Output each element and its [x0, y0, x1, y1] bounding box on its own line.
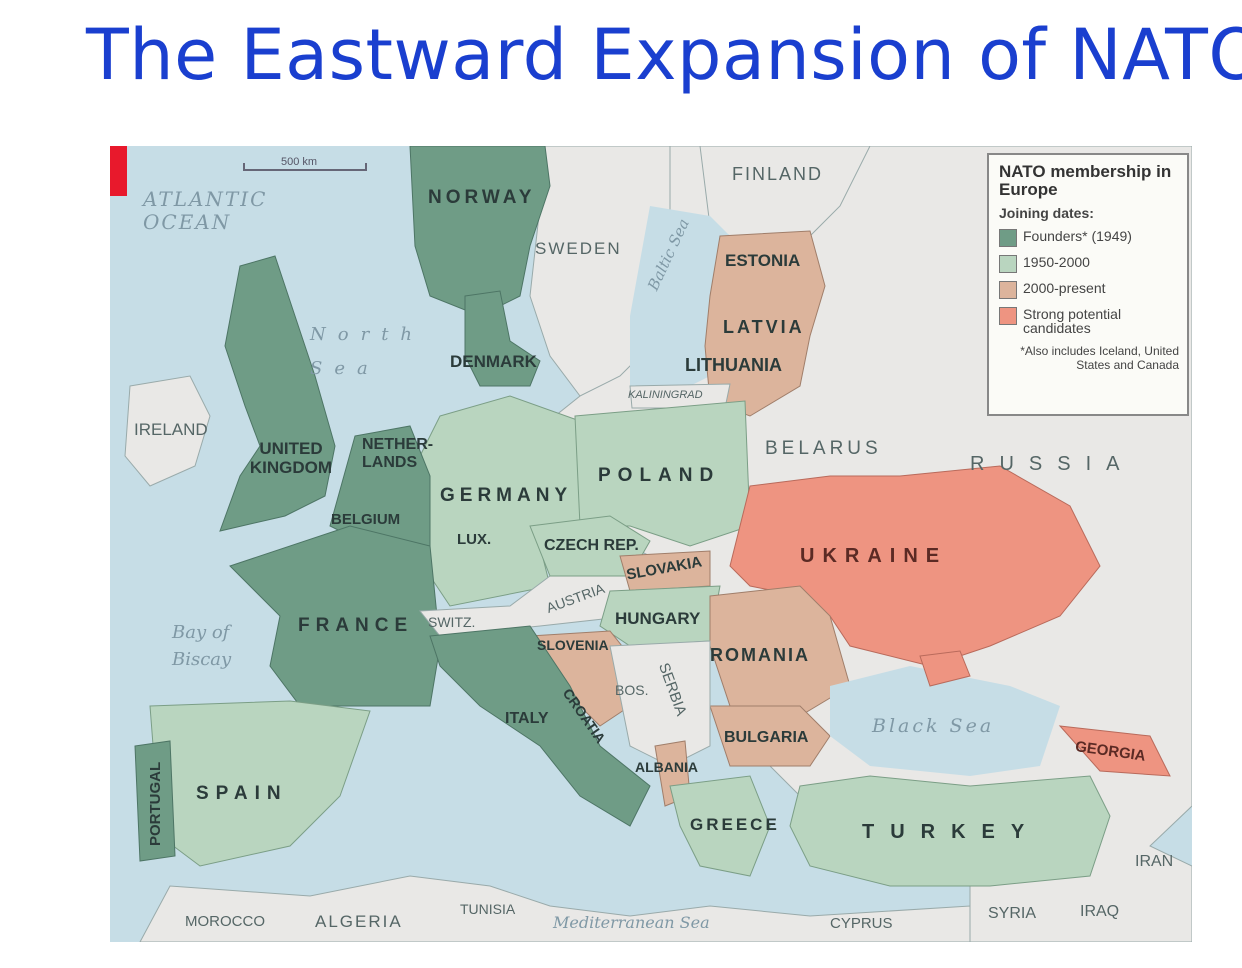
label-iraq: IRAQ — [1080, 903, 1120, 920]
label-syria: SYRIA — [988, 905, 1037, 922]
georgia-shape — [1058, 725, 1171, 777]
ireland-shape — [124, 375, 211, 487]
romania-shape — [709, 585, 851, 717]
slide-title: The Eastward Expansion of NATO — [86, 14, 1242, 96]
scale-tick-right — [365, 163, 367, 171]
africa-land — [139, 875, 971, 942]
legend-item-2000-present: 2000-present — [999, 279, 1179, 299]
label-lithuania: LITHUANIA — [685, 355, 782, 375]
label-iran: IRAN — [1135, 853, 1174, 870]
label-hungary: HUNGARY — [615, 609, 701, 628]
scale-tick-left — [243, 163, 245, 171]
label-poland: POLAND — [598, 465, 721, 486]
black-sea-water — [830, 666, 1060, 776]
uk-shape — [219, 255, 336, 532]
nato-map: 500 km ATLANTIC OCEAN North Sea Baltic S… — [110, 146, 1192, 942]
label-bosnia: BOS. — [615, 682, 649, 698]
label-estonia: ESTONIA — [725, 251, 801, 270]
label-belarus: BELARUS — [765, 438, 882, 459]
label-tunisia: TUNISIA — [460, 901, 516, 917]
map-legend: NATO membership in Europe Joining dates:… — [987, 153, 1189, 416]
label-russia: RUSSIA — [970, 453, 1135, 475]
legend-item-founders: Founders* (1949) — [999, 227, 1179, 247]
label-bay-of-biscay: Bay of Biscay — [172, 622, 232, 670]
label-united-kingdom: UNITED KINGDOM — [249, 439, 333, 477]
legend-title: NATO membership in Europe — [999, 162, 1172, 199]
legend-label: Strong potential candidates — [1023, 305, 1122, 336]
label-ireland: IRELAND — [134, 420, 208, 439]
turkey-shape — [789, 775, 1111, 887]
greece-shape — [669, 775, 771, 877]
label-bulgaria: BULGARIA — [724, 729, 809, 746]
label-mediterranean-sea: Mediterranean Sea — [553, 913, 710, 932]
label-kaliningrad: KALININGRAD — [628, 389, 703, 401]
scale-bar-line — [243, 169, 367, 171]
legend-swatch — [999, 280, 1017, 299]
legend-subtitle: Joining dates: — [999, 204, 1094, 221]
label-albania: ALBANIA — [635, 759, 698, 775]
legend-swatch — [999, 254, 1017, 273]
legend-item-1950-2000: 1950-2000 — [999, 253, 1179, 273]
legend-label: 2000-present — [1023, 279, 1106, 296]
bulgaria-shape — [709, 705, 831, 767]
label-czech-rep: CZECH REP. — [544, 537, 639, 554]
label-italy: ITALY — [505, 710, 549, 727]
label-portugal: PORTUGAL — [147, 761, 164, 846]
balkans-shape — [609, 640, 711, 767]
map-scale-bar: 500 km — [243, 156, 367, 171]
legend-label: 1950-2000 — [1023, 253, 1090, 270]
legend-label: Founders* (1949) — [1023, 227, 1132, 244]
label-lux: LUX. — [457, 531, 492, 548]
label-sweden: SWEDEN — [535, 239, 622, 258]
denmark-shape — [464, 290, 541, 387]
label-north-sea: North Sea — [310, 324, 425, 380]
label-spain: SPAIN — [196, 783, 288, 804]
label-norway: NORWAY — [428, 187, 536, 208]
label-cyprus: CYPRUS — [830, 915, 893, 932]
scale-label: 500 km — [281, 156, 318, 168]
label-greece: GREECE — [690, 815, 780, 834]
label-algeria: ALGERIA — [315, 912, 403, 931]
legend-swatch — [999, 228, 1017, 247]
label-atlantic: ATLANTIC OCEAN — [143, 187, 268, 234]
label-romania: ROMANIA — [710, 645, 810, 665]
legend-swatch — [999, 306, 1017, 325]
legend-item-candidates: Strong potential candidates — [999, 307, 1179, 336]
baltics-shape — [704, 230, 826, 417]
crimea-shape — [919, 650, 971, 687]
portugal-shape — [134, 740, 176, 862]
italy-shape — [429, 625, 651, 827]
label-france: FRANCE — [298, 615, 414, 636]
label-denmark: DENMARK — [450, 352, 537, 371]
label-turkey: TURKEY — [862, 821, 1041, 843]
label-latvia: LATVIA — [723, 317, 805, 337]
legend-footnote: *Also includes Iceland, United States an… — [1020, 344, 1179, 373]
france-shape — [229, 525, 441, 707]
label-germany: GERMANY — [440, 485, 573, 506]
label-slovenia: SLOVENIA — [537, 637, 609, 653]
label-black-sea: Black Sea — [872, 715, 995, 737]
label-netherlands: NETHER-LANDS — [362, 436, 434, 471]
red-tab — [110, 146, 127, 196]
label-switzerland: SWITZ. — [428, 614, 476, 630]
label-finland: FINLAND — [732, 164, 824, 184]
label-belgium: BELGIUM — [331, 511, 401, 528]
label-ukraine: UKRAINE — [800, 545, 948, 567]
norway-shape — [409, 146, 551, 317]
label-morocco: MOROCCO — [185, 913, 265, 930]
